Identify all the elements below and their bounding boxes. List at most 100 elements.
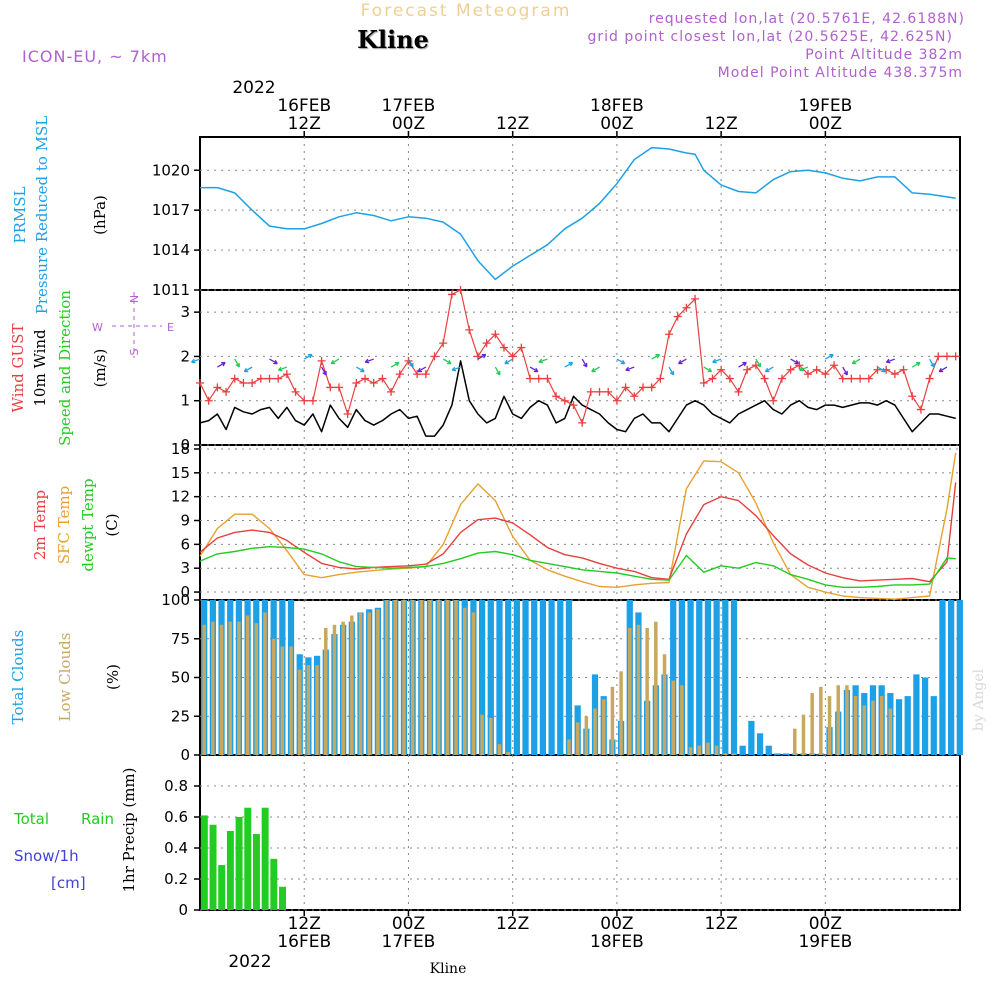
- wind-gust-point: [491, 330, 500, 339]
- total-cloud-bar: [930, 696, 937, 755]
- wind-gust-point: [786, 365, 795, 374]
- wind-direction-arrow: [494, 366, 501, 376]
- low-cloud-bar: [228, 621, 232, 755]
- wind-direction-arrow: [755, 358, 761, 368]
- wind-direction-arrow: [477, 354, 487, 360]
- low-cloud-bar: [879, 696, 884, 755]
- low-cloud-bar: [211, 621, 215, 755]
- low-cloud-bar: [480, 714, 484, 755]
- wind-gust-point: [951, 352, 960, 361]
- wind-direction-arrowhead: [568, 361, 574, 367]
- watermark: by Angel: [971, 668, 987, 731]
- ytick-label-pressure-1: 1014: [152, 241, 190, 259]
- wind-direction-arrow: [356, 366, 365, 373]
- top-date-label: 18FEB: [590, 96, 644, 116]
- ytick-label-temp-0: 0: [180, 583, 190, 601]
- wind-gust-point: [673, 312, 682, 321]
- wind-gust-point: [308, 396, 317, 405]
- top-hour-label: 00Z: [600, 114, 633, 134]
- wind-direction-arrow: [278, 366, 288, 371]
- wind-gust-point: [213, 383, 222, 392]
- low-cloud-bar: [489, 717, 493, 755]
- ytick-label-temp-6: 18: [171, 440, 190, 458]
- wind-direction-arrowhead: [322, 370, 327, 376]
- wind-gust-point: [352, 379, 361, 387]
- wind-direction-arrow: [234, 358, 240, 368]
- bottom-hour-label: 00Z: [392, 914, 425, 934]
- low-cloud-bar: [324, 627, 328, 755]
- wind-direction-arrowhead: [591, 367, 596, 373]
- total-cloud-bar: [487, 600, 494, 755]
- wind-direction-arrowhead: [678, 359, 683, 365]
- compass-n: N: [128, 295, 141, 303]
- wind-unit: (m/s): [91, 349, 109, 388]
- bottom-hour-label: 00Z: [809, 914, 842, 934]
- wind-direction-arrowhead: [273, 359, 278, 365]
- wind-direction-arrow: [504, 358, 514, 365]
- low-cloud-bar: [819, 686, 823, 755]
- wind-direction-arrow: [938, 366, 948, 373]
- wind-gust-point: [265, 374, 274, 383]
- wind-gust-point: [578, 418, 587, 427]
- low-cloud-bar: [662, 654, 667, 755]
- wind-direction-arrowhead: [191, 358, 196, 364]
- top-hour-label: 12Z: [705, 114, 738, 134]
- low-cloud-bar: [645, 627, 649, 755]
- wind-gust-point: [760, 374, 769, 383]
- wind-direction-arrowhead: [829, 353, 834, 359]
- wind-direction-arrow: [390, 362, 400, 368]
- low-cloud-bar: [871, 700, 875, 755]
- wind-direction-arrowhead: [221, 361, 226, 367]
- wind-direction-arrow: [765, 366, 774, 373]
- wind-gust-point: [465, 325, 474, 334]
- wind-gust-point: [256, 374, 265, 383]
- low-cloud-bar: [254, 623, 259, 755]
- cloud-plot: [201, 600, 963, 755]
- wind-gust-point: [604, 387, 613, 396]
- low-cloud-bar: [289, 646, 293, 755]
- total-cloud-bar: [739, 745, 746, 755]
- precip-bar: [200, 815, 208, 910]
- wind-gust-point: [769, 396, 778, 405]
- wind-gust-point: [569, 401, 578, 410]
- wind-direction-arrowhead: [243, 367, 249, 373]
- wind-gust-point: [830, 361, 839, 370]
- ytick-label-temp-4: 12: [171, 488, 190, 506]
- precip-axis-label: 1hr Precip (mm): [120, 767, 138, 892]
- wind-direction-arrowhead: [799, 366, 804, 372]
- low-cloud-bar: [845, 685, 849, 755]
- wind-direction-arrow: [738, 362, 747, 368]
- bottom-date-label: 16FEB: [277, 932, 331, 952]
- total-cloud-bar: [774, 753, 781, 755]
- low-cloud-bar: [619, 671, 623, 755]
- ytick-label-pressure-2: 1017: [152, 201, 190, 219]
- top-hour-label: 00Z: [392, 114, 425, 134]
- wind-direction-arrow: [538, 358, 548, 363]
- total-cloud-bar: [948, 600, 955, 755]
- ytick-label-temp-3: 9: [180, 512, 190, 530]
- wind-direction-arrow: [668, 366, 675, 376]
- location-title: Kline: [357, 25, 429, 54]
- wind-direction-arrow: [564, 362, 573, 368]
- precip-plot: [200, 807, 286, 910]
- precip-bar: [261, 807, 269, 910]
- wind-direction-arrow: [243, 366, 253, 373]
- top-date-label: 16FEB: [277, 96, 331, 116]
- wind-gust-point: [934, 352, 943, 361]
- precip-bar: [252, 834, 260, 910]
- bottom-date-label: 18FEB: [590, 932, 644, 952]
- wind-gust-point: [439, 339, 448, 348]
- total-cloud-bar: [756, 733, 764, 755]
- wind-gust-point: [882, 365, 891, 374]
- low-cloud-bar: [732, 753, 736, 755]
- wind-direction-arrowhead: [277, 366, 283, 372]
- precip-bar: [235, 817, 243, 910]
- wind-direction-arrowhead: [360, 367, 365, 373]
- precip-bar: [244, 807, 252, 910]
- low-cloud-bar: [723, 753, 728, 755]
- low-cloud-bar: [350, 615, 354, 755]
- wind-gust-point: [804, 370, 812, 379]
- total-cloud-bar: [522, 600, 529, 755]
- wind-direction-arrow: [217, 362, 226, 368]
- wind-plot: [191, 286, 960, 437]
